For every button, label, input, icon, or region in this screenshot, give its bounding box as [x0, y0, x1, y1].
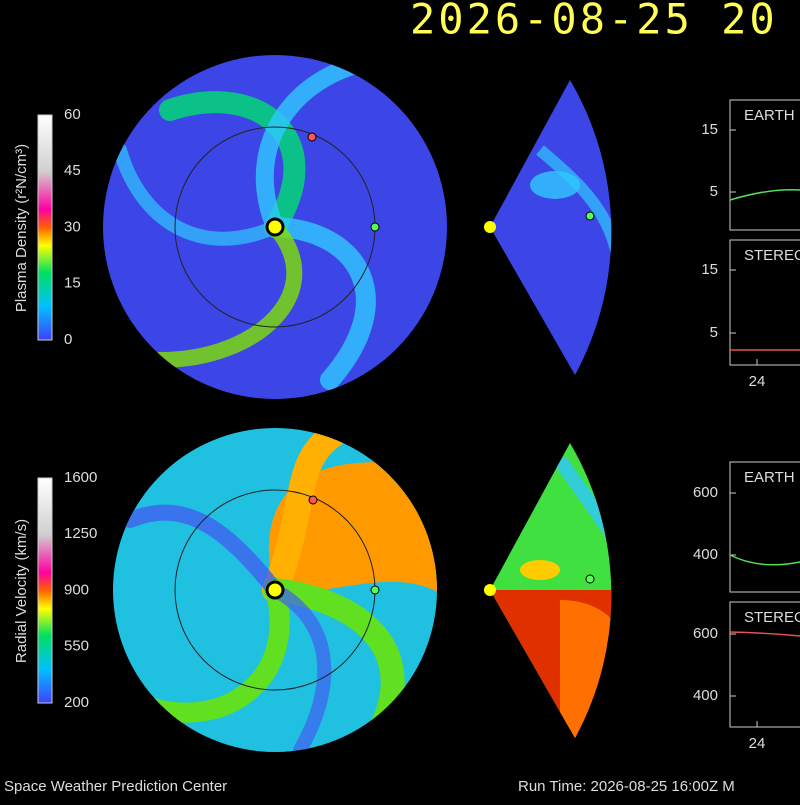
plot-label: STEREO — [744, 247, 800, 264]
colorbar — [37, 114, 53, 341]
x-tick-label: 24 — [749, 373, 766, 390]
plot-label: EARTH — [744, 469, 795, 486]
plot-frame — [729, 601, 800, 728]
y-tick-label: 400 — [693, 687, 718, 704]
colorbar-tick-label: 1600 — [64, 469, 97, 486]
colorbar-tick-label: 0 — [64, 331, 72, 348]
sun — [484, 584, 496, 596]
plot-label: STEREO — [744, 609, 800, 626]
colorbar-label: Plasma Density (r²N/cm³) — [13, 144, 30, 312]
earth-marker — [585, 574, 595, 584]
plot-label: EARTH — [744, 107, 795, 124]
title: 2026-08-25 20 — [410, 0, 778, 44]
colorbar-tick-label: 200 — [64, 694, 89, 711]
y-tick-label: 5 — [710, 183, 718, 200]
footer-right: Run Time: 2026-08-25 16:00Z M — [518, 778, 735, 795]
y-tick-label: 5 — [710, 324, 718, 341]
y-tick-label: 400 — [693, 546, 718, 563]
colorbar-tick-label: 1250 — [64, 525, 97, 542]
plot-frame — [729, 239, 800, 366]
stereo-marker — [307, 132, 317, 142]
colorbar — [37, 477, 53, 704]
footer-left: Space Weather Prediction Center — [4, 778, 227, 795]
stereo-marker — [308, 495, 318, 505]
colorbar-label: Radial Velocity (km/s) — [13, 519, 30, 663]
x-tick-label: 24 — [749, 735, 766, 752]
colorbar-tick-label: 900 — [64, 581, 89, 598]
colorbar-tick-label: 30 — [64, 218, 81, 235]
density-disk — [103, 55, 447, 399]
y-tick-label: 15 — [701, 121, 718, 138]
trace — [729, 188, 800, 201]
trace — [729, 554, 800, 566]
sun — [265, 217, 285, 237]
colorbar-tick-label: 45 — [64, 162, 81, 179]
sun — [484, 221, 496, 233]
density-wedge — [490, 80, 612, 375]
colorbar-tick-label: 15 — [64, 275, 81, 292]
y-tick-label: 600 — [693, 484, 718, 501]
earth-marker — [585, 211, 595, 221]
plot-frame — [729, 461, 800, 593]
earth-marker — [370, 222, 380, 232]
colorbar-tick-label: 60 — [64, 106, 81, 123]
plot-frame — [729, 99, 800, 231]
sun — [265, 580, 285, 600]
y-tick-label: 600 — [693, 625, 718, 642]
earth-marker — [370, 585, 380, 595]
y-tick-label: 15 — [701, 261, 718, 278]
velocity-wedge — [490, 443, 612, 738]
colorbar-tick-label: 550 — [64, 638, 89, 655]
trace — [729, 631, 800, 637]
